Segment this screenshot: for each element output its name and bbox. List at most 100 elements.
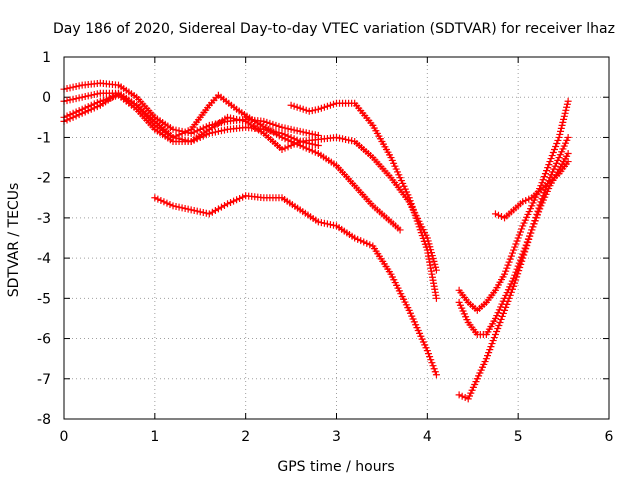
data-marker — [181, 136, 189, 144]
data-marker — [154, 195, 162, 203]
data-marker — [498, 312, 506, 320]
data-marker — [75, 111, 83, 119]
data-marker — [512, 240, 520, 248]
data-marker — [87, 91, 95, 99]
data-marker — [508, 249, 516, 257]
data-marker — [202, 209, 210, 217]
data-marker — [75, 82, 83, 90]
data-marker — [552, 142, 560, 150]
data-marker — [504, 261, 512, 269]
data-marker — [166, 200, 174, 208]
data-marker — [520, 251, 528, 259]
data-marker — [287, 125, 295, 133]
data-marker — [175, 203, 183, 211]
data-marker — [72, 112, 80, 120]
data-marker — [87, 105, 95, 113]
data-marker — [214, 127, 222, 135]
data-point — [519, 254, 527, 262]
data-marker — [494, 211, 502, 219]
data-marker — [193, 207, 201, 215]
data-marker — [541, 170, 549, 178]
data-point — [151, 194, 159, 202]
data-marker — [239, 193, 247, 201]
data-marker — [326, 221, 334, 229]
data-marker — [514, 234, 522, 242]
data-marker — [214, 205, 222, 213]
data-marker — [490, 334, 498, 342]
data-marker — [429, 362, 437, 370]
data-marker — [69, 113, 77, 121]
x-tick-label: 5 — [514, 429, 523, 445]
data-marker — [93, 90, 101, 98]
data-marker — [549, 149, 557, 157]
data-point — [528, 226, 536, 234]
data-marker — [516, 228, 524, 236]
data-marker — [506, 291, 514, 299]
data-marker — [505, 294, 513, 302]
data-marker — [512, 276, 520, 284]
data-marker — [329, 100, 337, 108]
data-point — [333, 133, 340, 141]
data-marker — [507, 252, 515, 260]
data-marker — [66, 115, 74, 123]
data-marker — [90, 104, 98, 112]
data-marker — [342, 135, 350, 143]
data-marker — [363, 239, 371, 247]
data-point — [260, 117, 268, 125]
data-marker — [172, 126, 180, 134]
data-marker — [558, 121, 566, 129]
x-tick-label: 1 — [150, 429, 159, 445]
data-marker — [230, 115, 238, 123]
data-marker — [90, 91, 98, 99]
data-point — [564, 133, 572, 141]
data-point — [432, 371, 440, 379]
data-marker — [424, 350, 432, 358]
data-marker — [281, 124, 289, 132]
data-marker — [190, 207, 198, 215]
data-marker — [493, 328, 501, 336]
data-marker — [556, 130, 564, 138]
data-marker — [284, 136, 292, 144]
data-marker — [308, 130, 316, 138]
data-marker — [323, 220, 331, 228]
chart-title: Day 186 of 2020, Sidereal Day-to-day VTE… — [53, 21, 615, 37]
data-point — [224, 200, 231, 208]
data-marker — [269, 120, 277, 128]
data-marker — [311, 148, 319, 156]
data-marker — [345, 136, 353, 144]
data-marker — [525, 235, 533, 243]
data-marker — [69, 95, 77, 103]
data-marker — [281, 144, 289, 152]
data-marker — [507, 288, 515, 296]
data-marker — [293, 140, 301, 148]
data-marker — [515, 267, 523, 275]
data-marker — [275, 122, 283, 130]
data-series — [60, 79, 572, 403]
data-point — [305, 107, 313, 115]
data-marker — [227, 114, 235, 122]
data-marker — [305, 146, 313, 154]
series-arc-4 — [60, 89, 404, 234]
data-marker — [427, 356, 435, 364]
data-marker — [357, 237, 365, 245]
data-marker — [84, 107, 92, 115]
data-marker — [220, 126, 228, 134]
x-tick-label: 6 — [605, 429, 614, 445]
data-marker — [72, 82, 80, 90]
y-axis-label: SDTVAR / TECUs — [6, 183, 22, 298]
data-marker — [533, 211, 541, 219]
data-marker — [175, 131, 183, 139]
data-marker — [559, 118, 567, 126]
data-marker — [217, 203, 225, 211]
data-marker — [296, 104, 304, 112]
data-marker — [317, 219, 325, 227]
data-marker — [561, 109, 569, 117]
x-axis-label: GPS time / hours — [277, 459, 394, 475]
data-marker — [536, 205, 544, 213]
series-line — [290, 102, 438, 299]
data-marker — [508, 285, 516, 293]
data-marker — [545, 161, 553, 169]
data-marker — [299, 105, 307, 113]
data-marker — [544, 164, 552, 172]
